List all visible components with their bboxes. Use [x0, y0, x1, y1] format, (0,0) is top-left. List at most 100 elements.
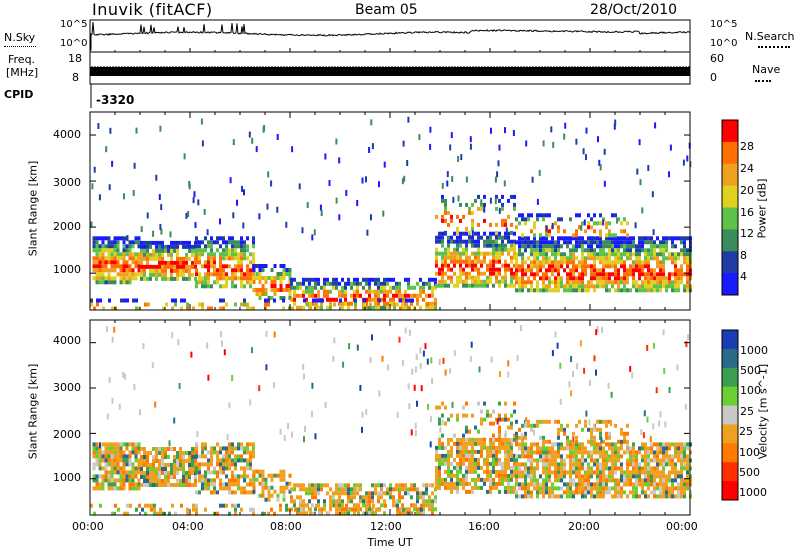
power-cell: [261, 288, 265, 292]
velocity-cell: [569, 442, 572, 447]
velocity-cell: [194, 483, 197, 487]
velocity-cell: [671, 490, 674, 495]
power-cell: [647, 288, 650, 293]
power-cell: [293, 289, 296, 294]
velocity-cell: [107, 474, 111, 479]
velocity-cell: [350, 487, 353, 492]
power-cell: [647, 260, 650, 265]
power-cell: [620, 229, 623, 234]
velocity-cell: [653, 466, 656, 471]
velocity-cell: [480, 465, 483, 470]
power-cell: [207, 268, 210, 273]
velocity-cell: [114, 503, 117, 508]
velocity-cell: [188, 471, 191, 475]
velocity-sparse-cell: [106, 413, 109, 420]
power-cell: [213, 256, 216, 261]
velocity-cell: [357, 511, 360, 516]
velocity-cell: [593, 446, 596, 451]
power-cell: [101, 276, 105, 281]
velocity-cell: [530, 494, 533, 499]
velocity-cell: [240, 446, 243, 451]
velocity-cell: [444, 457, 447, 462]
velocity-cell: [300, 503, 303, 508]
velocity-cell: [188, 463, 191, 467]
velocity-cell: [668, 458, 671, 463]
velocity-cell: [179, 447, 182, 451]
velocity-cell: [365, 507, 368, 512]
velocity-cell: [608, 435, 611, 440]
power-sparse-cell: [301, 227, 304, 234]
velocity-cell: [542, 462, 545, 467]
velocity-cell: [641, 470, 644, 475]
velocity-cell: [483, 445, 486, 450]
velocity-cell: [155, 479, 158, 483]
velocity-cell: [338, 487, 341, 492]
power-cell: [668, 284, 671, 289]
power-cell: [677, 276, 680, 281]
velocity-cell: [507, 417, 510, 422]
velocity-cell: [474, 477, 477, 482]
power-cell: [566, 264, 569, 269]
velocity-cell: [317, 499, 320, 504]
velocity-cell: [650, 446, 653, 451]
velocity-cell: [210, 482, 213, 487]
velocity-cell: [171, 503, 174, 508]
velocity-cell: [572, 454, 575, 459]
power-cell: [545, 256, 548, 261]
power-cell: [653, 280, 656, 285]
power-cell: [426, 302, 429, 307]
velocity-cell: [104, 466, 108, 471]
velocity-cell: [173, 483, 176, 487]
power-cell: [383, 289, 386, 294]
velocity-sparse-cell: [496, 418, 499, 425]
velocity-cell: [153, 511, 156, 516]
power-cell: [486, 235, 489, 240]
power-cell: [191, 264, 194, 269]
velocity-cell: [173, 471, 176, 475]
velocity-cell: [374, 511, 377, 516]
velocity-cell: [587, 470, 590, 475]
power-cell: [329, 301, 332, 306]
velocity-cell: [629, 474, 632, 479]
power-cell: [315, 298, 318, 303]
velocity-cell: [450, 413, 453, 418]
velocity-cell: [161, 467, 164, 471]
velocity-cell: [545, 450, 548, 455]
power-cell: [542, 284, 545, 289]
velocity-sparse-cell: [381, 355, 384, 362]
velocity-cell: [107, 478, 111, 483]
velocity-cell: [240, 466, 243, 471]
velocity-cell: [581, 458, 584, 463]
power-cell: [308, 289, 311, 294]
velocity-cell: [683, 442, 686, 447]
power-cell: [581, 268, 584, 273]
power-cell: [225, 276, 228, 281]
power-cell: [222, 256, 225, 261]
velocity-cell: [647, 454, 650, 459]
power-cell: [383, 301, 386, 306]
velocity-cbar-tick-500: 500: [740, 364, 761, 377]
velocity-cell: [438, 465, 441, 470]
power-cell: [662, 268, 665, 273]
power-cell: [614, 244, 617, 249]
velocity-cell: [434, 495, 437, 500]
power-cell: [120, 298, 123, 303]
velocity-cell: [243, 458, 246, 463]
velocity-cell: [495, 449, 498, 454]
velocity-cell: [486, 465, 489, 470]
power-cell: [441, 231, 444, 236]
velocity-cell: [650, 482, 653, 487]
power-cell: [435, 283, 438, 288]
velocity-cell: [258, 481, 262, 486]
velocity-cell: [507, 485, 510, 490]
power-cell: [495, 230, 498, 235]
power-cell: [444, 230, 447, 235]
power-cell: [434, 277, 437, 282]
velocity-cell: [572, 466, 575, 471]
power-sparse-cell: [146, 212, 149, 219]
power-cell: [533, 248, 536, 253]
velocity-cell: [671, 486, 674, 491]
power-cell: [468, 239, 471, 244]
power-cell: [533, 221, 536, 226]
power-sparse-cell: [407, 116, 410, 123]
